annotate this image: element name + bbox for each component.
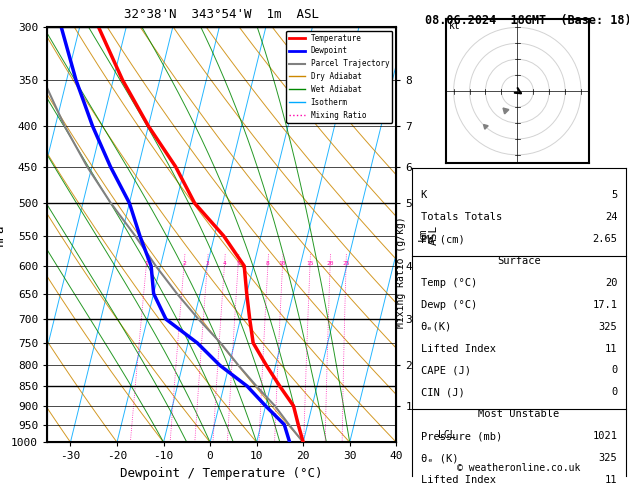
Text: 5: 5 [236,261,240,266]
Text: Surface: Surface [497,256,541,266]
Text: © weatheronline.co.uk: © weatheronline.co.uk [457,463,581,473]
Text: Mixing Ratio (g/kg): Mixing Ratio (g/kg) [396,216,406,328]
Text: θₑ (K): θₑ (K) [421,453,458,463]
Text: LCL: LCL [438,430,456,440]
Text: Temp (°C): Temp (°C) [421,278,477,288]
X-axis label: Dewpoint / Temperature (°C): Dewpoint / Temperature (°C) [121,467,323,480]
Text: 2.65: 2.65 [593,234,617,244]
Legend: Temperature, Dewpoint, Parcel Trajectory, Dry Adiabat, Wet Adiabat, Isotherm, Mi: Temperature, Dewpoint, Parcel Trajectory… [286,31,392,122]
Text: θₑ(K): θₑ(K) [421,322,452,331]
Text: 11: 11 [605,344,617,354]
Text: 11: 11 [605,475,617,485]
Text: 325: 325 [599,322,617,331]
Text: 20: 20 [605,278,617,288]
Text: CAPE (J): CAPE (J) [421,365,470,376]
Y-axis label: hPa: hPa [0,223,6,246]
Text: kt: kt [449,21,460,31]
Text: 08.06.2024  18GMT  (Base: 18): 08.06.2024 18GMT (Base: 18) [425,14,629,27]
Text: 20: 20 [326,261,334,266]
Y-axis label: km
ASL: km ASL [418,225,439,244]
Text: 1021: 1021 [593,431,617,441]
Text: 10: 10 [279,261,286,266]
Text: Pressure (mb): Pressure (mb) [421,431,502,441]
Text: 25: 25 [342,261,350,266]
Text: 1: 1 [144,261,148,266]
Text: 4: 4 [223,261,226,266]
Text: Lifted Index: Lifted Index [421,475,496,485]
Text: Most Unstable: Most Unstable [478,409,560,419]
Text: CIN (J): CIN (J) [421,387,464,398]
Text: PW (cm): PW (cm) [421,234,464,244]
Text: 15: 15 [306,261,314,266]
Text: 0: 0 [611,387,617,398]
Text: 5: 5 [611,190,617,200]
Text: 24: 24 [605,212,617,222]
Text: 0: 0 [611,365,617,376]
Text: 2: 2 [182,261,186,266]
Text: K: K [421,190,427,200]
Text: 325: 325 [599,453,617,463]
Text: Totals Totals: Totals Totals [421,212,502,222]
Text: 3: 3 [205,261,209,266]
Text: Dewp (°C): Dewp (°C) [421,300,477,310]
Text: Lifted Index: Lifted Index [421,344,496,354]
Title: 32°38'N  343°54'W  1m  ASL: 32°38'N 343°54'W 1m ASL [124,8,320,21]
Text: 17.1: 17.1 [593,300,617,310]
Text: 8: 8 [266,261,270,266]
